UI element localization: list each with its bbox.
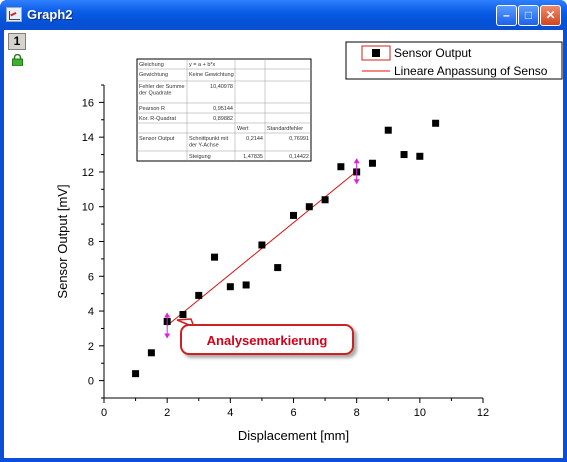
lock-icon[interactable] [11,54,24,66]
table-cell: Gleichung [139,62,164,68]
x-tick-label: 12 [477,407,489,419]
table-cell: y = a + b*x [189,62,216,68]
table-cell: 1,47835 [243,154,263,160]
table-cell: Fehler der Summe [139,84,185,90]
marker-arrow-down-icon[interactable] [164,333,171,339]
title-bar[interactable]: Graph2 – □ ✕ [0,0,567,30]
graph-page[interactable]: 1 0 2 4 6 8 10 12 0 2 4 6 8 10 12 14 16 Displacement [mm… [4,30,563,458]
data-point [132,370,140,378]
close-button[interactable]: ✕ [540,5,561,26]
table-cell: der Quadrate [139,91,171,97]
table-cell: 0,2144 [246,136,263,142]
table-cell: Kor. R-Quadrat [139,116,176,122]
data-point [290,211,297,219]
x-tick-label: 6 [290,407,296,419]
layer-tab[interactable]: 1 [8,33,26,50]
table-cell: 0,76991 [289,136,309,142]
table-cell: Steigung [189,154,211,160]
table-cell: Keine Gewichtung [189,72,234,78]
y-tick-label: 2 [88,341,94,353]
x-tick-label: 4 [227,407,233,419]
y-tick-label: 6 [88,271,94,283]
data-point [242,281,250,289]
data-point [179,311,187,319]
plot-area[interactable]: 0 2 4 6 8 10 12 0 2 4 6 8 10 12 14 16 Displacement [mm] S… [4,30,563,458]
table-cell: Schnittpunkt mit [189,136,229,142]
data-point [274,264,282,272]
y-tick-label: 4 [88,306,94,318]
data-point [211,253,219,261]
data-point [321,196,329,204]
legend-selection [361,45,391,61]
table-cell: 10,40978 [210,84,233,90]
legend[interactable]: Sensor Output Lineare Anpassung of Senso [345,41,563,80]
marker-arrow-up-icon[interactable] [164,312,171,318]
data-point [147,349,155,357]
stats-table[interactable]: Gleichung y = a + b*x Gewichtung Keine Gewi… [136,58,312,162]
x-tick-label: 10 [414,407,426,419]
x-tick-label: 2 [164,407,170,419]
data-point [432,119,440,127]
table-cell: 0,95144 [213,106,233,112]
table-cell: Standardfehler [267,126,303,132]
window-title: Graph2 [27,7,73,22]
y-tick-label: 0 [88,376,94,388]
marker-arrow-up-icon[interactable] [353,158,360,164]
minimize-button[interactable]: – [496,5,517,26]
stats-table-frame [136,58,312,162]
table-cell: 0,14422 [289,154,309,160]
data-point [400,151,408,159]
table-cell: der Y-Achse [189,143,219,149]
y-tick-label: 12 [82,167,94,179]
legend-label-1: Lineare Anpassung of Senso [394,64,548,78]
data-point [416,152,424,160]
data-point [305,203,313,211]
annotation-callout[interactable]: Analysemarkierung [180,324,354,355]
x-tick-label: 8 [354,407,360,419]
table-cell: Wert [237,126,249,132]
callout-text: Analysemarkierung [206,333,328,348]
y-tick-label: 8 [88,237,94,249]
legend-label-0: Sensor Output [394,46,472,60]
data-point [384,126,392,134]
table-cell: 0,89882 [213,116,233,122]
axes: 0 2 4 6 8 10 12 0 2 4 6 8 10 12 14 16 Displacement [mm] S… [55,84,489,443]
y-tick-label: 10 [82,202,94,214]
marker-arrow-down-icon[interactable] [353,179,360,185]
data-point [337,163,345,171]
x-axis-label: Displacement [mm] [238,428,349,443]
graph-window-icon[interactable] [6,7,22,22]
data-point [195,291,203,299]
data-point [226,283,234,291]
table-cell: Pearson R [139,106,165,112]
y-axis-label: Sensor Output [mV] [55,184,70,298]
x-tick-label: 0 [101,407,107,419]
y-tick-label: 16 [82,97,94,109]
data-point [258,241,266,249]
maximize-button[interactable]: □ [518,5,539,26]
y-tick-label: 14 [82,132,94,144]
table-cell: Sensor Output [139,136,175,142]
analysis-markers[interactable] [164,158,360,339]
data-point [368,159,376,167]
table-cell: Gewichtung [139,72,168,78]
legend-square-icon [372,49,380,57]
